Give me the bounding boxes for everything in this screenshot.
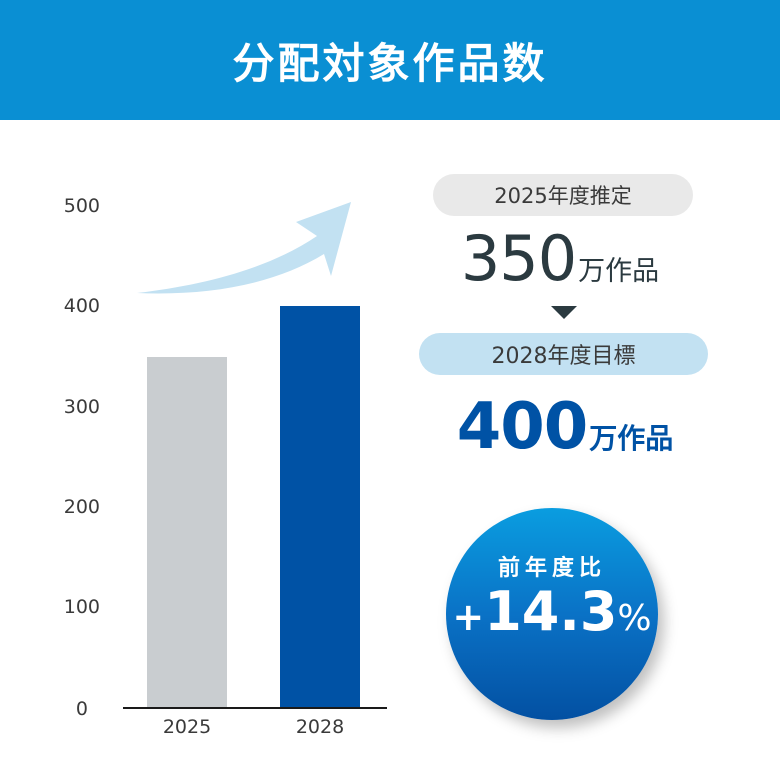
estimate-2025-label: 2025年度推定 [494,184,632,208]
y-tick-100: 100 [63,596,100,618]
estimate-2025-badge: 2025年度推定 [433,174,693,216]
y-tick-0: 0 [75,698,88,720]
x-axis-line [123,707,387,709]
bar-2025 [147,356,227,708]
bar-2028 [280,306,360,708]
target-2028-number: 400 [456,390,589,464]
y-tick-200: 200 [63,496,100,518]
target-2028-badge: 2028年度目標 [419,333,708,375]
page-title: 分配対象作品数 [232,38,548,88]
estimate-2025-value: 350 万作品 [440,222,680,295]
target-2028-unit: 万作品 [589,422,674,455]
y-tick-300: 300 [63,396,100,418]
growth-rate-unit: % [617,598,652,639]
estimate-2025-number: 350 [460,222,577,295]
target-2028-value: 400 万作品 [430,390,700,464]
growth-rate-number: 14.3 [484,580,618,643]
x-label-2028: 2028 [295,716,345,738]
y-tick-400: 400 [63,295,100,317]
estimate-2025-unit: 万作品 [578,256,660,287]
y-tick-500: 500 [63,195,100,217]
growth-rate-label: 前年度比 [497,556,606,581]
growth-rate-circle: 前年度比 + 14.3 % [446,508,658,720]
target-2028-label: 2028年度目標 [491,344,636,369]
growth-rate-value: + 14.3 % [446,580,658,643]
down-arrow-icon [551,306,577,319]
header-banner: 分配対象作品数 [0,0,780,120]
x-label-2025: 2025 [162,716,212,738]
growth-rate-sign: + [452,595,485,639]
